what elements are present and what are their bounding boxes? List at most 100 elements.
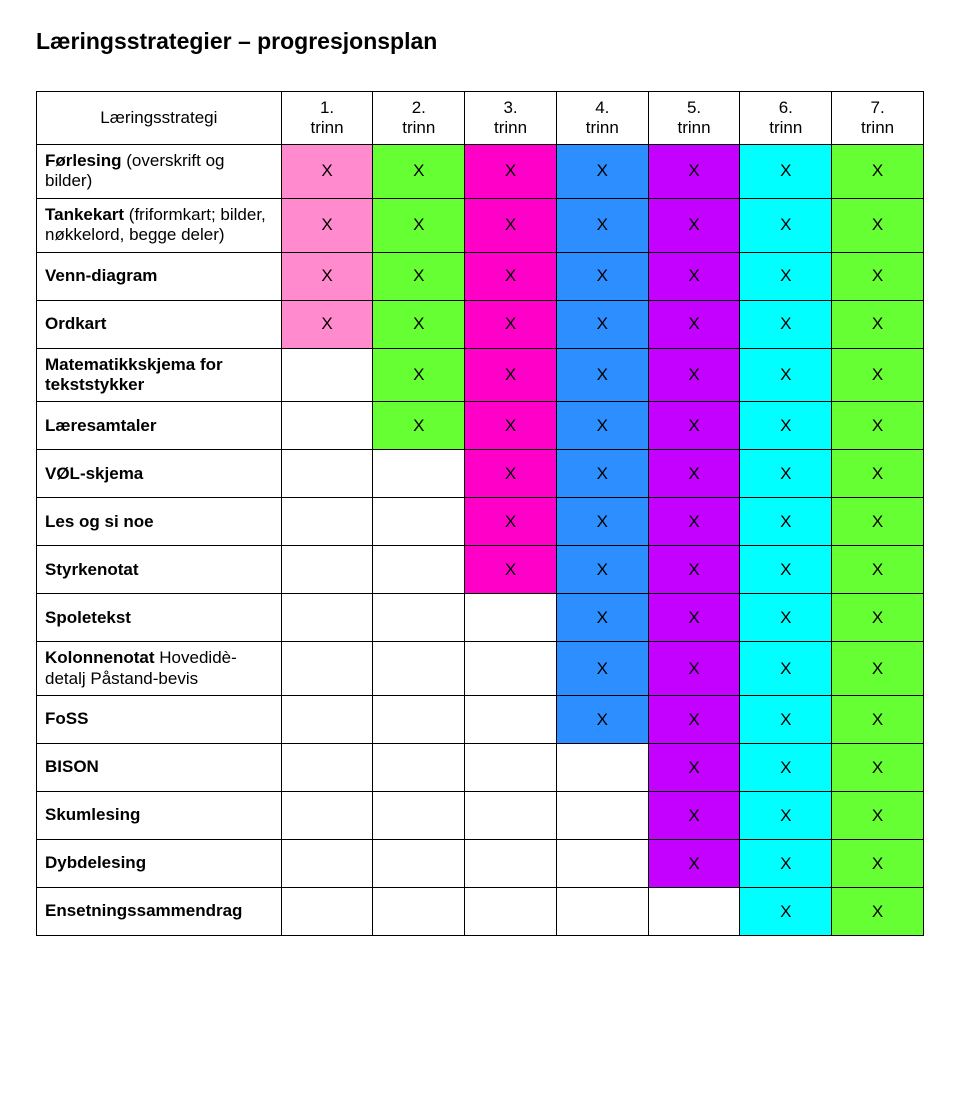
table-row: EnsetningssammendragXX: [37, 888, 924, 936]
table-cell: X: [832, 402, 924, 450]
table-row: Les og si noeXXXXX: [37, 498, 924, 546]
row-label: Kolonnenotat Hovedidè-detalj Påstand-bev…: [37, 642, 282, 696]
table-cell: X: [740, 348, 832, 402]
row-label: Førlesing (overskrift og bilder): [37, 145, 282, 199]
table-row: Venn-diagramXXXXXXX: [37, 252, 924, 300]
table-cell: X: [648, 252, 740, 300]
table-row: BISONXXX: [37, 744, 924, 792]
table-row: FoSSXXXX: [37, 696, 924, 744]
table-row: Tankekart (friformkart; bilder, nøkkelor…: [37, 198, 924, 252]
table-cell: X: [373, 348, 465, 402]
table-cell: X: [556, 450, 648, 498]
table-cell: [556, 888, 648, 936]
table-cell: X: [832, 546, 924, 594]
progression-table: Læringsstrategi 1.trinn 2.trinn 3.trinn …: [36, 91, 924, 936]
table-row: Kolonnenotat Hovedidè-detalj Påstand-bev…: [37, 642, 924, 696]
table-cell: X: [648, 300, 740, 348]
table-cell: X: [832, 300, 924, 348]
row-label: Læresamtaler: [37, 402, 282, 450]
table-cell: X: [740, 792, 832, 840]
table-cell: X: [373, 145, 465, 199]
table-cell: [465, 840, 557, 888]
table-cell: X: [556, 145, 648, 199]
table-cell: [556, 744, 648, 792]
table-cell: X: [740, 450, 832, 498]
table-cell: X: [648, 348, 740, 402]
table-row: SpoletekstXXXX: [37, 594, 924, 642]
table-body: Førlesing (overskrift og bilder)XXXXXXXT…: [37, 145, 924, 936]
table-cell: X: [556, 594, 648, 642]
table-row: OrdkartXXXXXXX: [37, 300, 924, 348]
table-cell: X: [740, 145, 832, 199]
table-cell: X: [832, 594, 924, 642]
table-cell: [281, 792, 373, 840]
table-cell: X: [648, 744, 740, 792]
col-header-1: 1.trinn: [281, 92, 373, 145]
table-cell: X: [648, 145, 740, 199]
table-cell: X: [832, 198, 924, 252]
table-cell: X: [556, 402, 648, 450]
table-cell: [373, 696, 465, 744]
table-cell: X: [556, 198, 648, 252]
table-cell: X: [648, 792, 740, 840]
col-header-3: 3.trinn: [465, 92, 557, 145]
table-cell: X: [373, 252, 465, 300]
table-cell: X: [740, 840, 832, 888]
table-row: SkumlesingXXX: [37, 792, 924, 840]
table-cell: [281, 348, 373, 402]
row-label: Matematikkskjema for tekststykker: [37, 348, 282, 402]
table-row: LæresamtalerXXXXXX: [37, 402, 924, 450]
table-cell: X: [832, 792, 924, 840]
table-cell: X: [556, 696, 648, 744]
table-cell: X: [740, 198, 832, 252]
table-cell: [281, 546, 373, 594]
table-cell: [281, 840, 373, 888]
table-cell: X: [832, 145, 924, 199]
row-label: BISON: [37, 744, 282, 792]
table-cell: X: [740, 300, 832, 348]
table-cell: X: [648, 198, 740, 252]
table-cell: X: [281, 145, 373, 199]
table-cell: X: [465, 402, 557, 450]
row-label: Venn-diagram: [37, 252, 282, 300]
table-cell: X: [832, 642, 924, 696]
table-cell: X: [648, 402, 740, 450]
table-cell: [465, 696, 557, 744]
table-cell: X: [465, 145, 557, 199]
table-cell: X: [832, 252, 924, 300]
row-label: Skumlesing: [37, 792, 282, 840]
table-cell: X: [740, 888, 832, 936]
table-cell: X: [373, 402, 465, 450]
row-label: FoSS: [37, 696, 282, 744]
table-cell: [281, 696, 373, 744]
table-cell: X: [556, 642, 648, 696]
table-cell: [373, 792, 465, 840]
table-row: Førlesing (overskrift og bilder)XXXXXXX: [37, 145, 924, 199]
table-cell: X: [373, 300, 465, 348]
row-label: Ordkart: [37, 300, 282, 348]
table-cell: X: [740, 594, 832, 642]
table-cell: X: [648, 840, 740, 888]
col-header-4: 4.trinn: [556, 92, 648, 145]
table-cell: X: [740, 252, 832, 300]
table-cell: X: [648, 594, 740, 642]
table-cell: X: [832, 348, 924, 402]
table-cell: X: [465, 198, 557, 252]
table-cell: X: [373, 198, 465, 252]
table-cell: X: [832, 450, 924, 498]
table-cell: X: [465, 546, 557, 594]
table-cell: X: [281, 198, 373, 252]
col-header-7: 7.trinn: [832, 92, 924, 145]
table-cell: [465, 594, 557, 642]
table-row: DybdelesingXXX: [37, 840, 924, 888]
table-cell: [465, 792, 557, 840]
table-cell: X: [465, 498, 557, 546]
table-cell: [281, 450, 373, 498]
table-cell: X: [740, 546, 832, 594]
table-cell: X: [740, 696, 832, 744]
table-cell: X: [556, 348, 648, 402]
row-label: Tankekart (friformkart; bilder, nøkkelor…: [37, 198, 282, 252]
table-cell: [373, 594, 465, 642]
table-cell: X: [832, 840, 924, 888]
table-cell: X: [556, 498, 648, 546]
